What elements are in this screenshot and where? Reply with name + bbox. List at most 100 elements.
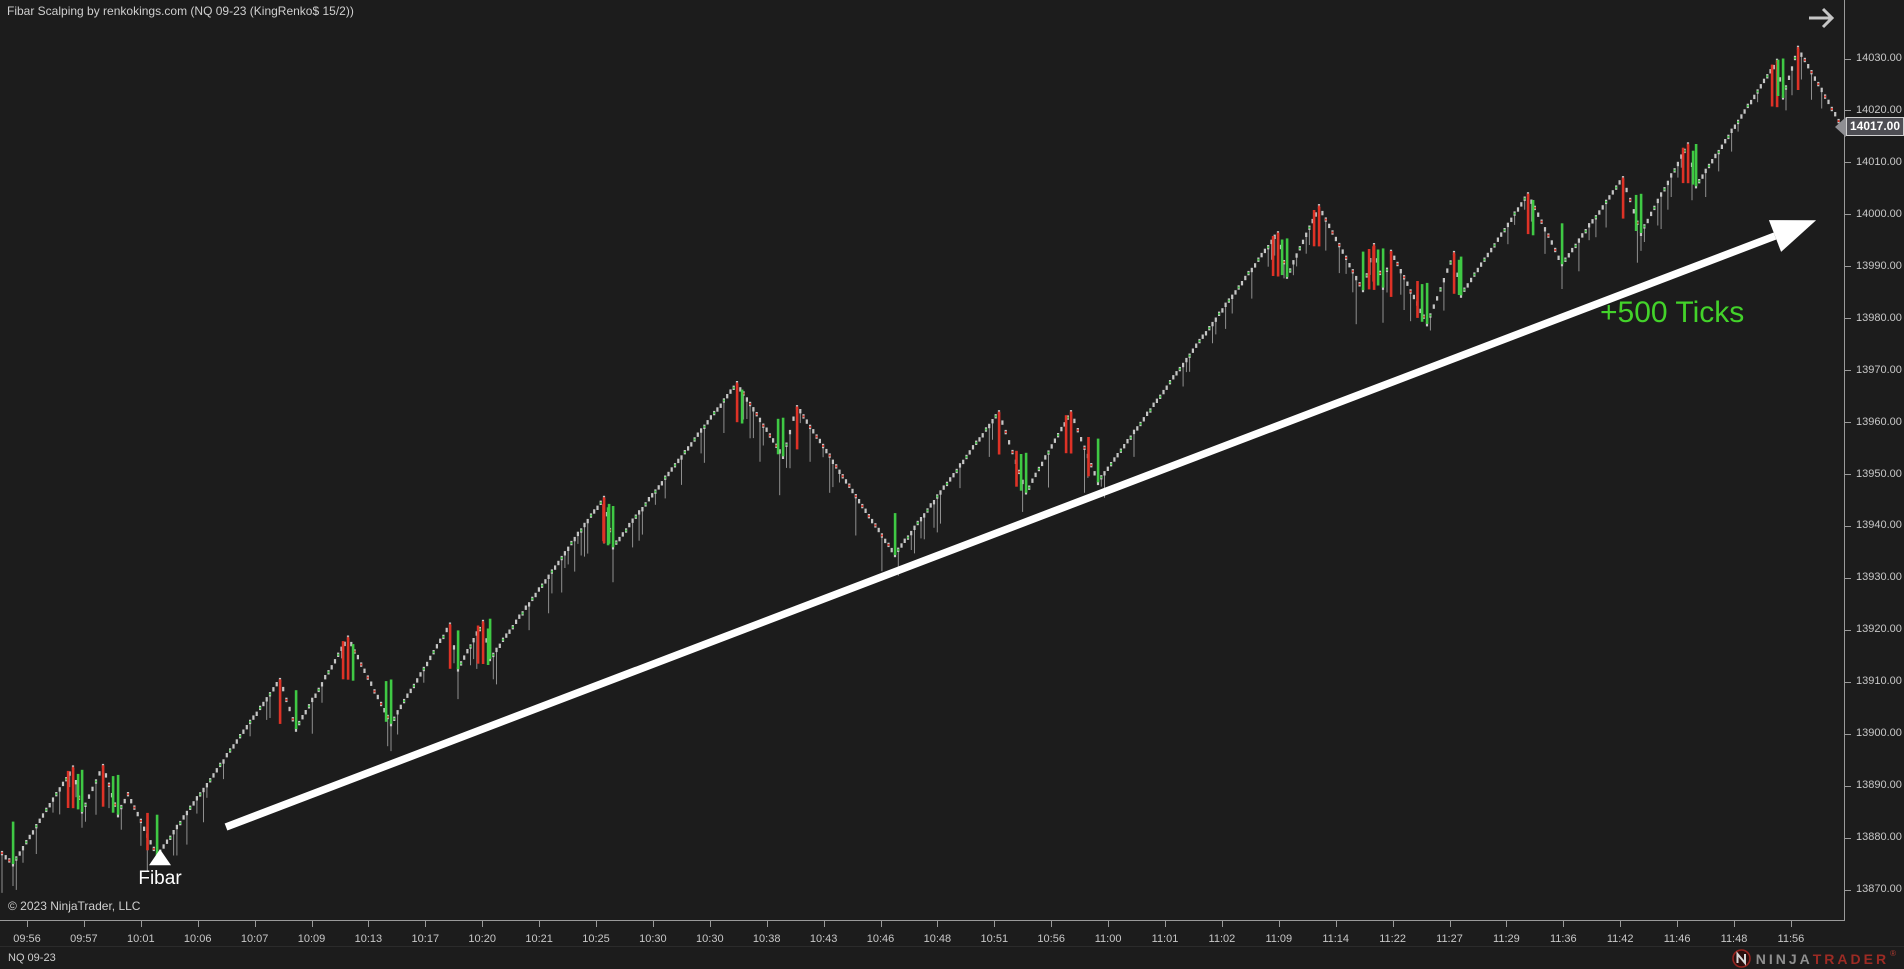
time-axis-tick [1221,920,1223,927]
price-axis-tick [1844,889,1851,891]
price-axis-tick [1844,266,1851,268]
tab-instrument[interactable]: NQ 09-23 [8,952,56,964]
time-axis-label: 11:01 [1151,933,1179,945]
price-axis-label: 13990.00 [1856,259,1902,272]
time-axis-label: 11:46 [1663,933,1691,945]
time-axis-label: 10:30 [639,933,667,945]
price-axis-tick [1844,785,1851,787]
time-axis-tick [1734,920,1735,927]
time-axis-tick [596,920,597,927]
time-axis-label: 10:01 [127,933,155,945]
time-axis-label: 09:56 [13,933,41,945]
time-axis-tick [1278,920,1280,927]
time-axis-tick [1620,920,1622,927]
time-axis-tick [994,920,996,927]
ninjatrader-brand: NINJA TRADER ® [1731,949,1896,968]
tab-strip: NQ 09-23 NINJA TRADER ® [0,946,1904,969]
renko-wicks [1,49,1823,893]
time-axis-label: 11:00 [1094,933,1122,945]
brand-registered-mark: ® [1890,949,1896,958]
time-axis-label: 10:17 [411,933,440,945]
price-axis-label: 14010.00 [1856,155,1902,168]
current-price-value: 14017.00 [1849,119,1901,134]
time-axis-label: 11:36 [1549,933,1577,945]
time-axis-label: 11:02 [1208,933,1236,945]
price-axis-label: 13930.00 [1856,571,1902,584]
price-axis-tick [1844,214,1851,216]
time-axis-tick [880,920,882,927]
time-axis-label: 10:43 [809,933,838,945]
time-axis-label: 10:56 [1037,933,1065,945]
time-axis-tick [1108,920,1110,927]
time-axis-tick [1677,920,1679,927]
time-axis-label: 11:22 [1379,933,1406,945]
time-axis-label: 11:42 [1606,933,1634,945]
time-axis-line [0,920,1845,921]
copyright-text: © 2023 NinjaTrader, LLC [8,899,141,913]
time-axis-tick [823,920,825,927]
price-axis-tick [1844,733,1851,735]
price-axis-tick [1844,837,1851,839]
price-axis-tick [1844,629,1851,631]
time-axis-label: 10:06 [183,933,212,945]
time-axis-tick [1335,920,1337,927]
price-axis-tick [1844,318,1851,320]
time-axis-label: 10:21 [525,933,553,945]
time-axis-label: 09:57 [70,933,98,945]
price-axis-label: 13870.00 [1856,883,1902,895]
time-axis-tick [1563,920,1565,927]
time-axis-tick [652,920,654,927]
time-axis-tick [1392,920,1394,927]
chart-title: Fibar Scalping by renkokings.com (NQ 09-… [7,4,354,18]
time-axis-label: 10:48 [923,933,952,945]
price-axis-tick [1844,422,1851,424]
time-axis-tick [197,920,199,927]
current-price-marker-tip [1835,116,1846,137]
reversal-bars [11,48,1800,864]
time-axis-label: 10:20 [468,933,496,945]
time-axis-label: 10:07 [240,933,269,945]
price-axis-label: 13920.00 [1856,623,1902,636]
time-axis-label: 10:30 [696,933,724,945]
fibar-marker-triangle[interactable] [149,849,171,866]
price-axis-tick [1844,577,1851,579]
time-axis-tick [254,920,256,927]
trend-annotation-label[interactable]: +500 Ticks [1600,296,1745,329]
price-axis-label: 13960.00 [1856,415,1902,428]
price-axis-label: 14000.00 [1856,207,1902,220]
time-axis-tick [766,920,768,927]
time-axis-label: 11:56 [1777,933,1805,945]
price-axis-label: 14030.00 [1856,52,1902,64]
time-axis-label: 10:51 [980,933,1009,945]
price-axis-tick [1844,370,1851,372]
time-axis-label: 11:48 [1720,933,1748,945]
price-axis-tick [1844,162,1851,164]
time-axis-tick [1790,920,1792,927]
brand-ninja-text: NINJA [1755,950,1813,967]
price-axis-label: 13980.00 [1856,311,1902,324]
price-axis-label: 13890.00 [1856,779,1902,792]
brand-trader-text: TRADER [1812,950,1890,967]
time-axis-label: 10:46 [866,933,895,945]
price-axis-tick [1844,474,1851,475]
scroll-forward-arrow-icon[interactable] [1806,5,1838,31]
time-axis-label: 11:14 [1322,933,1350,945]
price-axis-tick [1844,681,1851,683]
current-price-marker: 14017.00 [1846,116,1904,136]
trend-arrow-drawing[interactable] [224,220,1817,831]
time-axis-tick [27,920,28,927]
time-axis-tick [1165,920,1166,927]
time-axis-tick [1506,920,1508,927]
price-axis-label: 13950.00 [1856,467,1902,480]
renko-bars [0,45,1840,867]
time-axis-tick [83,920,85,927]
time-axis-tick [1051,920,1053,927]
time-axis-label: 10:25 [582,933,610,945]
price-axis-tick [1844,110,1851,112]
time-axis-tick [425,920,427,927]
time-axis-label: 10:38 [752,933,781,945]
time-axis-tick [709,920,711,927]
time-axis-tick [140,920,142,927]
